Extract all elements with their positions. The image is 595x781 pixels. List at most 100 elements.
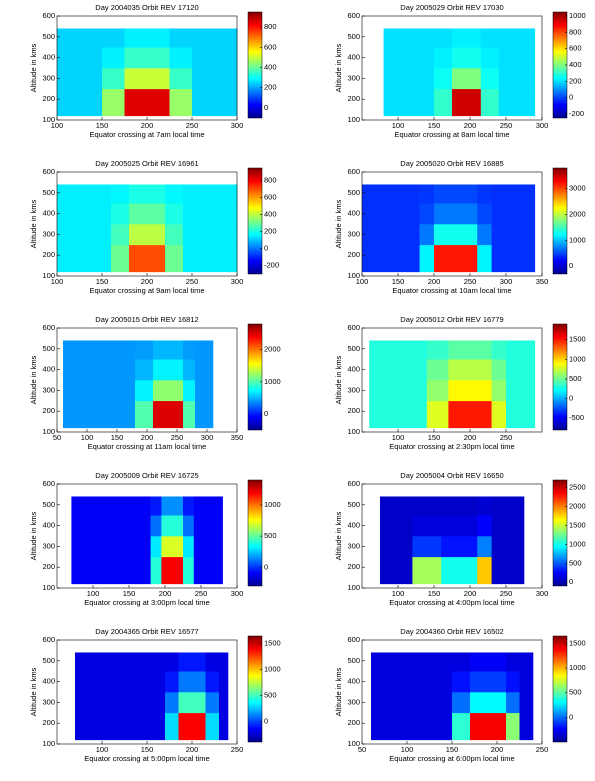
colorbar-tick-label: 0 (569, 261, 573, 270)
heat-cell (452, 88, 482, 117)
x-tick-label: 100 (87, 589, 100, 598)
plot-frame (361, 483, 543, 589)
colorbar-tick-label: 2000 (264, 345, 281, 354)
y-tick-label: 400 (42, 53, 55, 62)
colorbar-tick-label: 500 (264, 690, 277, 699)
heat-cell (498, 28, 536, 48)
colorbar (552, 167, 568, 275)
y-tick-label: 600 (42, 479, 55, 488)
heat-cell (135, 359, 154, 381)
heat-cell (192, 68, 238, 90)
y-tick-label: 500 (347, 656, 360, 665)
y-tick-label: 600 (347, 11, 360, 20)
heat-cell (57, 88, 103, 117)
x-tick-label: 350 (231, 433, 244, 442)
y-tick-label: 100 (347, 427, 360, 436)
heat-cell (102, 28, 125, 48)
colorbar-tick-label: 400 (264, 63, 277, 72)
heat-cell (419, 244, 435, 273)
heat-cell (165, 224, 184, 246)
heat-cell (491, 536, 525, 558)
heat-cell (412, 515, 442, 537)
heat-cell (434, 224, 478, 246)
heat-cell (362, 203, 420, 225)
heat-cell (129, 184, 166, 204)
x-tick-label: 250 (231, 745, 244, 754)
y-tick-label: 400 (347, 677, 360, 686)
heat-cell (477, 496, 492, 516)
colorbar-tick-label: 800 (569, 27, 582, 36)
y-axis-label: Altitude in kms (29, 199, 38, 248)
heat-cell (183, 400, 196, 429)
y-tick-label: 400 (42, 209, 55, 218)
heat-cell (383, 68, 435, 90)
x-tick-label: 200 (464, 589, 477, 598)
heat-cell (477, 184, 492, 204)
heat-cell (369, 400, 428, 429)
x-tick-label: 100 (81, 433, 94, 442)
y-tick-label: 100 (42, 583, 55, 592)
heat-cell (519, 692, 534, 714)
heat-cell (426, 359, 449, 381)
colorbar-tick-label: 500 (569, 374, 582, 383)
panel-title: Day 2005004 Orbit REV 16650 (400, 471, 503, 480)
heat-cell (71, 536, 151, 558)
colorbar-tick-label: 600 (264, 42, 277, 51)
x-tick-label: 300 (231, 121, 244, 130)
y-tick-label: 300 (42, 697, 55, 706)
heat-cell (63, 380, 136, 402)
y-tick-label: 100 (42, 739, 55, 748)
heat-cell (135, 400, 154, 429)
heat-cell (161, 556, 184, 585)
y-axis-label: Altitude in kms (334, 511, 343, 560)
heat-cell (183, 380, 196, 402)
y-tick-label: 200 (42, 250, 55, 259)
y-tick-label: 600 (347, 635, 360, 644)
colorbar-tick-label: 2000 (569, 210, 586, 219)
heat-cell (183, 224, 238, 246)
heat-cell (111, 203, 130, 225)
plot-frame (361, 15, 543, 121)
x-axis-label: Equator crossing at 9am local time (89, 286, 204, 295)
heat-cell (383, 47, 435, 69)
x-tick-label: 350 (536, 277, 549, 286)
x-tick-label: 250 (500, 589, 513, 598)
heat-cell (491, 359, 507, 381)
colorbar (247, 479, 263, 587)
y-tick-label: 600 (42, 11, 55, 20)
heat-cell (124, 68, 170, 90)
colorbar-tick-label: 0 (569, 577, 573, 586)
colorbar-tick-label: 800 (264, 22, 277, 31)
x-tick-label: 250 (195, 589, 208, 598)
heat-cell (183, 184, 238, 204)
x-tick-label: 100 (392, 121, 405, 130)
x-axis-label: Equator crossing at 6:00pm local time (389, 754, 514, 763)
heat-cell (135, 380, 154, 402)
y-axis-label: Altitude in kms (29, 667, 38, 716)
colorbar-tick-label: 0 (264, 244, 268, 253)
heat-cell (183, 203, 238, 225)
heat-cell (75, 712, 166, 741)
x-tick-label: 200 (186, 745, 199, 754)
x-tick-label: 150 (123, 589, 136, 598)
heat-cell (219, 671, 229, 693)
panel-title: Day 2004365 Orbit REV 16577 (95, 627, 198, 636)
heat-cell (426, 380, 449, 402)
heat-cell (491, 400, 507, 429)
y-tick-label: 300 (347, 229, 360, 238)
heat-cell (477, 515, 492, 537)
heat-cell (111, 244, 130, 273)
x-tick-label: 250 (171, 433, 184, 442)
x-tick-label: 250 (536, 745, 549, 754)
colorbar-tick-label: 0 (569, 93, 573, 102)
y-tick-label: 500 (347, 32, 360, 41)
x-tick-label: 150 (392, 277, 405, 286)
heat-cell (165, 652, 179, 672)
heat-cell (369, 340, 428, 360)
heat-cell (165, 712, 179, 741)
heat-cell (426, 340, 449, 360)
heat-cell (419, 184, 435, 204)
heat-cell (448, 340, 492, 360)
colorbar-tick-label: 1500 (569, 638, 586, 647)
x-tick-label: 200 (141, 121, 154, 130)
